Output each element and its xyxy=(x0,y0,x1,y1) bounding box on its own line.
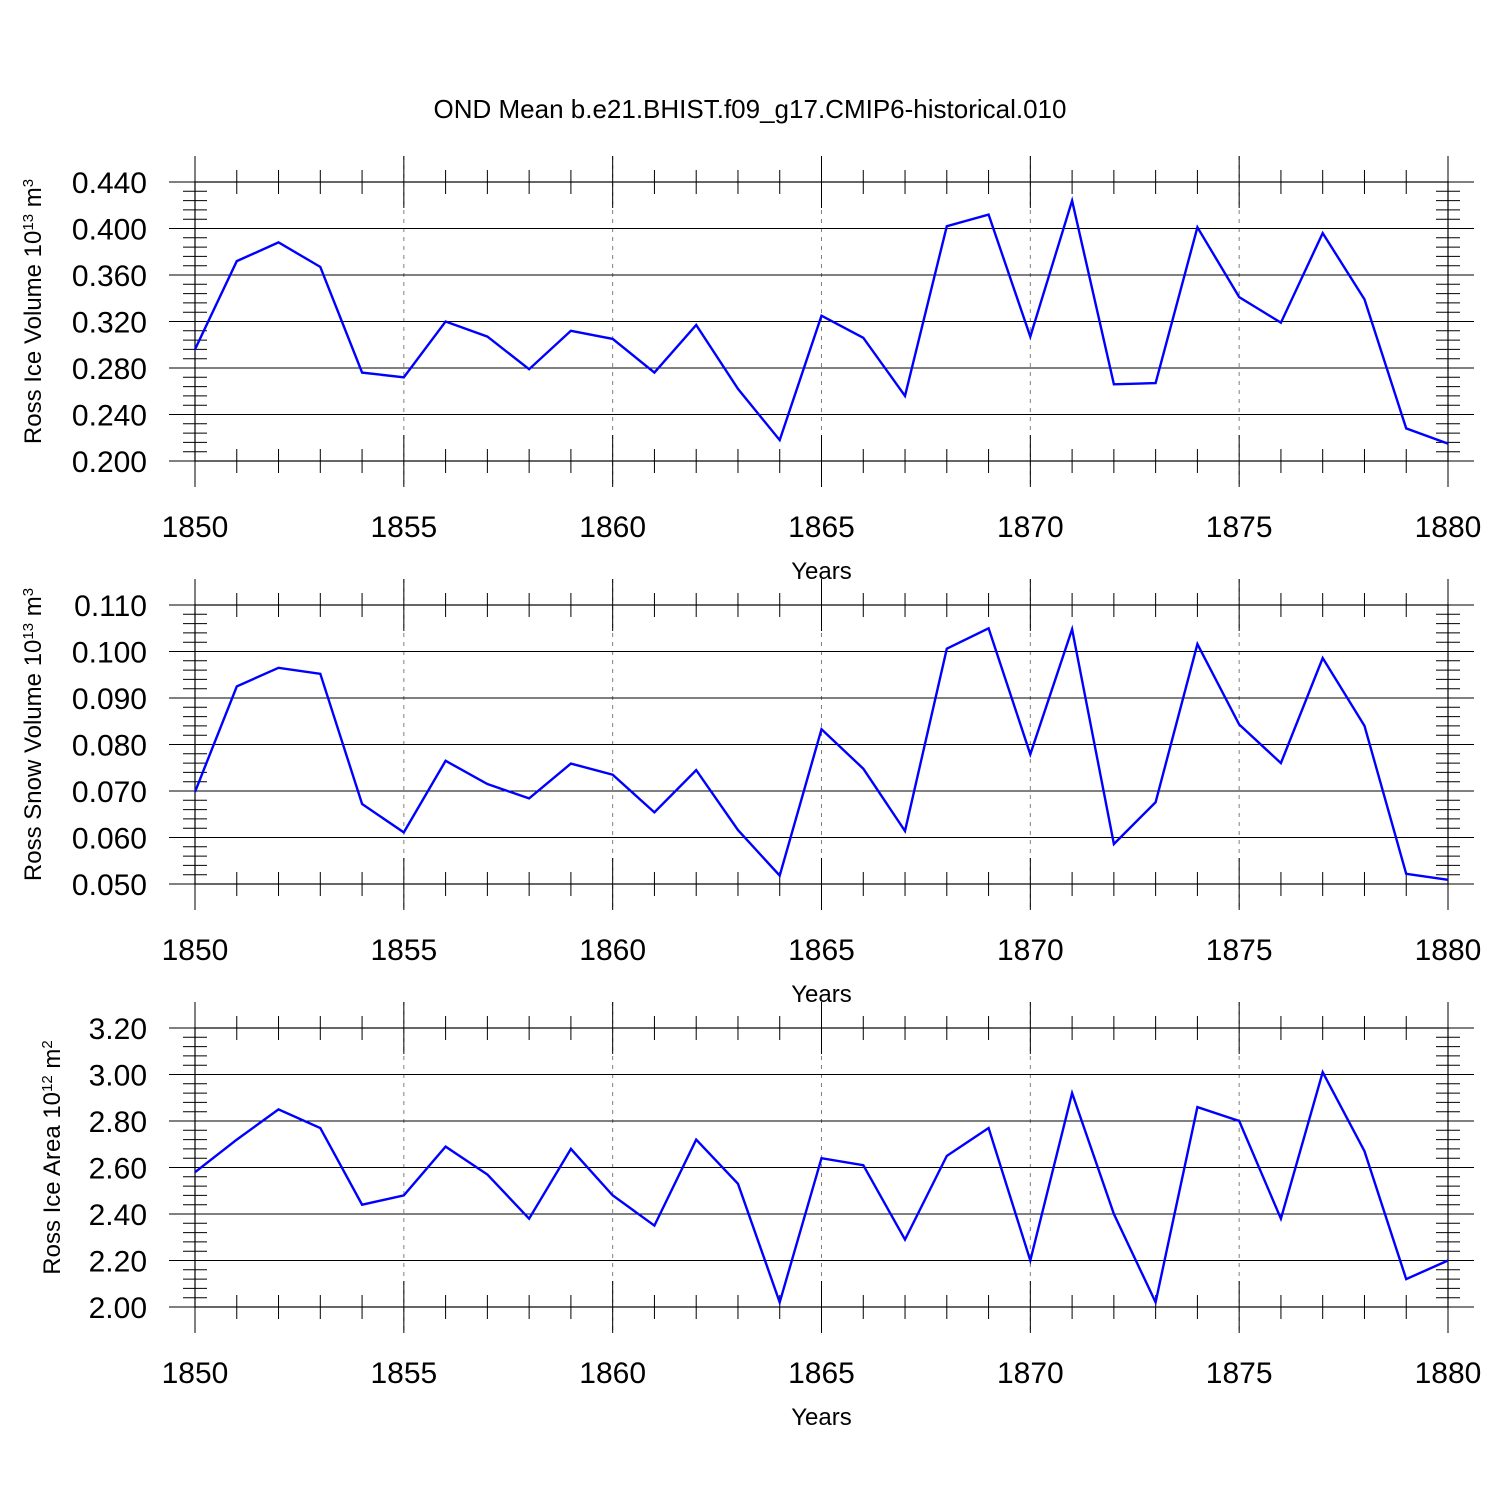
x-axis-label: Years xyxy=(791,1404,852,1431)
y-tick-label: 0.100 xyxy=(72,637,147,670)
x-tick-label: 1880 xyxy=(1415,511,1482,544)
y-tick-label: 0.400 xyxy=(72,214,147,247)
y-axis-label: Ross Ice Area 1012 m2 xyxy=(39,1040,67,1274)
chart-panel-2: 0.050 0.060 0.070 0.080 0.090 0.100 0.110 1850 1… xyxy=(20,579,1482,1008)
x-tick-label: 1880 xyxy=(1415,1357,1482,1390)
plot-frame xyxy=(194,604,1449,885)
x-tick-label: 1860 xyxy=(579,1357,646,1390)
x-tick-label: 1850 xyxy=(162,511,229,544)
y-tick-label: 0.050 xyxy=(72,869,147,902)
plot-frame xyxy=(194,1027,1449,1308)
y-tick-label: 0.110 xyxy=(74,590,147,623)
y-tick-label: 0.440 xyxy=(72,167,147,200)
x-tick-label: 1875 xyxy=(1206,1357,1273,1390)
x-tick-label: 1865 xyxy=(788,511,855,544)
y-tick-label: 0.280 xyxy=(72,353,147,386)
y-axis-label: Ross Snow Volume 1013 m3 xyxy=(20,588,48,881)
y-tick-label: 0.240 xyxy=(72,400,147,433)
chart-panel-1: 0.200 0.240 0.280 0.320 0.360 0.400 0.440 1850 1… xyxy=(20,156,1482,585)
y-tick-label: 0.090 xyxy=(72,683,147,716)
series-line xyxy=(193,195,1449,445)
x-tick-label: 1865 xyxy=(788,1357,855,1390)
x-tick-label: 1855 xyxy=(370,1357,437,1390)
x-tick-label: 1880 xyxy=(1415,934,1482,967)
y-axis-label: Ross Ice Volume 1013 m3 xyxy=(20,179,48,444)
x-tick-label: 1870 xyxy=(997,934,1064,967)
y-tick-label: 0.080 xyxy=(72,730,147,763)
y-tick-label: 0.200 xyxy=(72,446,147,479)
x-tick-label: 1870 xyxy=(997,511,1064,544)
y-tick-label: 2.20 xyxy=(89,1246,147,1279)
x-tick-label: 1860 xyxy=(579,934,646,967)
y-tick-label: 0.320 xyxy=(72,307,147,340)
figure-title: OND Mean b.e21.BHIST.f09_g17.CMIP6-histo… xyxy=(434,94,1067,124)
plot-frame xyxy=(194,181,1449,462)
series-line xyxy=(193,624,1449,881)
y-tick-label: 3.00 xyxy=(89,1060,147,1093)
x-tick-label: 1850 xyxy=(162,934,229,967)
x-tick-label: 1860 xyxy=(579,511,646,544)
x-tick-label: 1875 xyxy=(1206,934,1273,967)
y-tick-label: 2.60 xyxy=(89,1153,147,1186)
x-tick-label: 1855 xyxy=(370,934,437,967)
y-tick-label: 2.80 xyxy=(89,1106,147,1139)
y-tick-label: 2.40 xyxy=(89,1199,147,1232)
x-tick-label: 1870 xyxy=(997,1357,1064,1390)
x-tick-label: 1865 xyxy=(788,934,855,967)
chart-panel-3: 2.00 2.20 2.40 2.60 2.80 3.00 3.20 1850 1855 1860… xyxy=(39,1002,1482,1431)
y-tick-label: 0.070 xyxy=(72,776,147,809)
y-tick-label: 2.00 xyxy=(89,1292,147,1325)
x-tick-label: 1875 xyxy=(1206,511,1273,544)
y-tick-label: 0.360 xyxy=(72,260,147,293)
y-tick-label: 3.20 xyxy=(89,1013,147,1046)
x-tick-label: 1850 xyxy=(162,1357,229,1390)
series-line xyxy=(194,1069,1449,1307)
x-tick-label: 1855 xyxy=(370,511,437,544)
y-tick-label: 0.060 xyxy=(72,823,147,856)
